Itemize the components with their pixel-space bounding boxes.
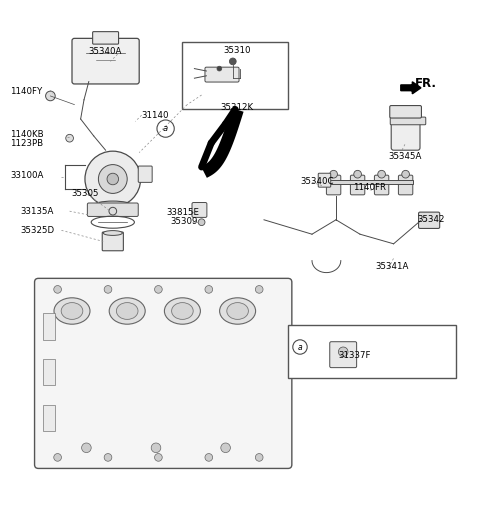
Text: 1140FR: 1140FR	[353, 183, 386, 192]
Text: FR.: FR.	[415, 77, 437, 90]
Circle shape	[217, 66, 222, 71]
Circle shape	[155, 286, 162, 293]
Circle shape	[82, 443, 91, 452]
Bar	[43, 404, 55, 431]
Circle shape	[104, 453, 112, 461]
Ellipse shape	[117, 302, 138, 319]
Text: 35340A: 35340A	[89, 47, 122, 56]
Circle shape	[255, 453, 263, 461]
Circle shape	[293, 340, 307, 354]
Circle shape	[54, 453, 61, 461]
Circle shape	[221, 443, 230, 452]
FancyBboxPatch shape	[93, 32, 119, 44]
Ellipse shape	[61, 302, 83, 319]
Bar	[43, 359, 55, 386]
Text: 35305: 35305	[71, 189, 98, 198]
Circle shape	[229, 58, 236, 65]
Text: a: a	[298, 342, 302, 351]
FancyBboxPatch shape	[390, 117, 426, 125]
FancyBboxPatch shape	[330, 342, 357, 368]
Circle shape	[402, 170, 409, 178]
Ellipse shape	[103, 230, 122, 236]
Text: 33100A: 33100A	[11, 171, 44, 180]
Circle shape	[330, 170, 337, 178]
Bar	[288, 326, 456, 378]
Text: 1140FY: 1140FY	[10, 87, 42, 96]
FancyBboxPatch shape	[72, 38, 139, 84]
Text: 31140: 31140	[142, 110, 169, 119]
FancyBboxPatch shape	[391, 119, 420, 150]
FancyBboxPatch shape	[350, 175, 365, 195]
Text: 35309: 35309	[170, 217, 198, 226]
Circle shape	[109, 207, 117, 215]
Text: 33815E: 33815E	[167, 208, 200, 217]
FancyBboxPatch shape	[87, 203, 138, 216]
FancyArrow shape	[401, 82, 421, 94]
Circle shape	[151, 443, 161, 452]
Ellipse shape	[94, 201, 132, 210]
Text: 35341A: 35341A	[375, 262, 409, 271]
Text: a: a	[163, 124, 168, 133]
FancyBboxPatch shape	[205, 67, 239, 82]
Ellipse shape	[54, 298, 90, 324]
Text: 35340C: 35340C	[300, 177, 334, 186]
FancyBboxPatch shape	[398, 175, 413, 195]
Text: 31337F: 31337F	[338, 351, 371, 360]
FancyBboxPatch shape	[318, 173, 331, 187]
Circle shape	[205, 453, 213, 461]
Text: 35342: 35342	[418, 215, 445, 224]
Circle shape	[46, 91, 55, 101]
FancyBboxPatch shape	[326, 175, 341, 195]
Circle shape	[338, 347, 348, 357]
Text: 35310: 35310	[224, 46, 251, 55]
Text: 35345A: 35345A	[389, 152, 422, 161]
FancyBboxPatch shape	[419, 212, 440, 228]
Circle shape	[155, 453, 162, 461]
Circle shape	[104, 286, 112, 293]
Circle shape	[98, 165, 127, 194]
Circle shape	[85, 151, 141, 207]
Circle shape	[157, 120, 174, 137]
Ellipse shape	[227, 302, 249, 319]
FancyBboxPatch shape	[390, 106, 421, 118]
FancyBboxPatch shape	[374, 175, 389, 195]
Text: 35325D: 35325D	[20, 226, 54, 235]
Circle shape	[255, 286, 263, 293]
Bar	[326, 180, 413, 184]
FancyBboxPatch shape	[192, 203, 207, 217]
Circle shape	[54, 286, 61, 293]
Circle shape	[205, 286, 213, 293]
Circle shape	[198, 219, 205, 226]
Ellipse shape	[172, 302, 193, 319]
Circle shape	[66, 134, 73, 142]
Ellipse shape	[164, 298, 201, 324]
Text: 1140KB: 1140KB	[10, 130, 43, 139]
Text: 35312K: 35312K	[221, 103, 254, 112]
FancyBboxPatch shape	[138, 166, 152, 183]
Bar	[43, 313, 55, 340]
Ellipse shape	[220, 298, 256, 324]
Text: 1123PB: 1123PB	[10, 138, 43, 147]
Bar	[182, 42, 288, 109]
FancyBboxPatch shape	[35, 278, 292, 469]
Circle shape	[354, 170, 361, 178]
Text: 33135A: 33135A	[20, 207, 54, 216]
Ellipse shape	[109, 298, 145, 324]
FancyBboxPatch shape	[102, 232, 123, 251]
Circle shape	[107, 173, 119, 185]
Circle shape	[378, 170, 385, 178]
